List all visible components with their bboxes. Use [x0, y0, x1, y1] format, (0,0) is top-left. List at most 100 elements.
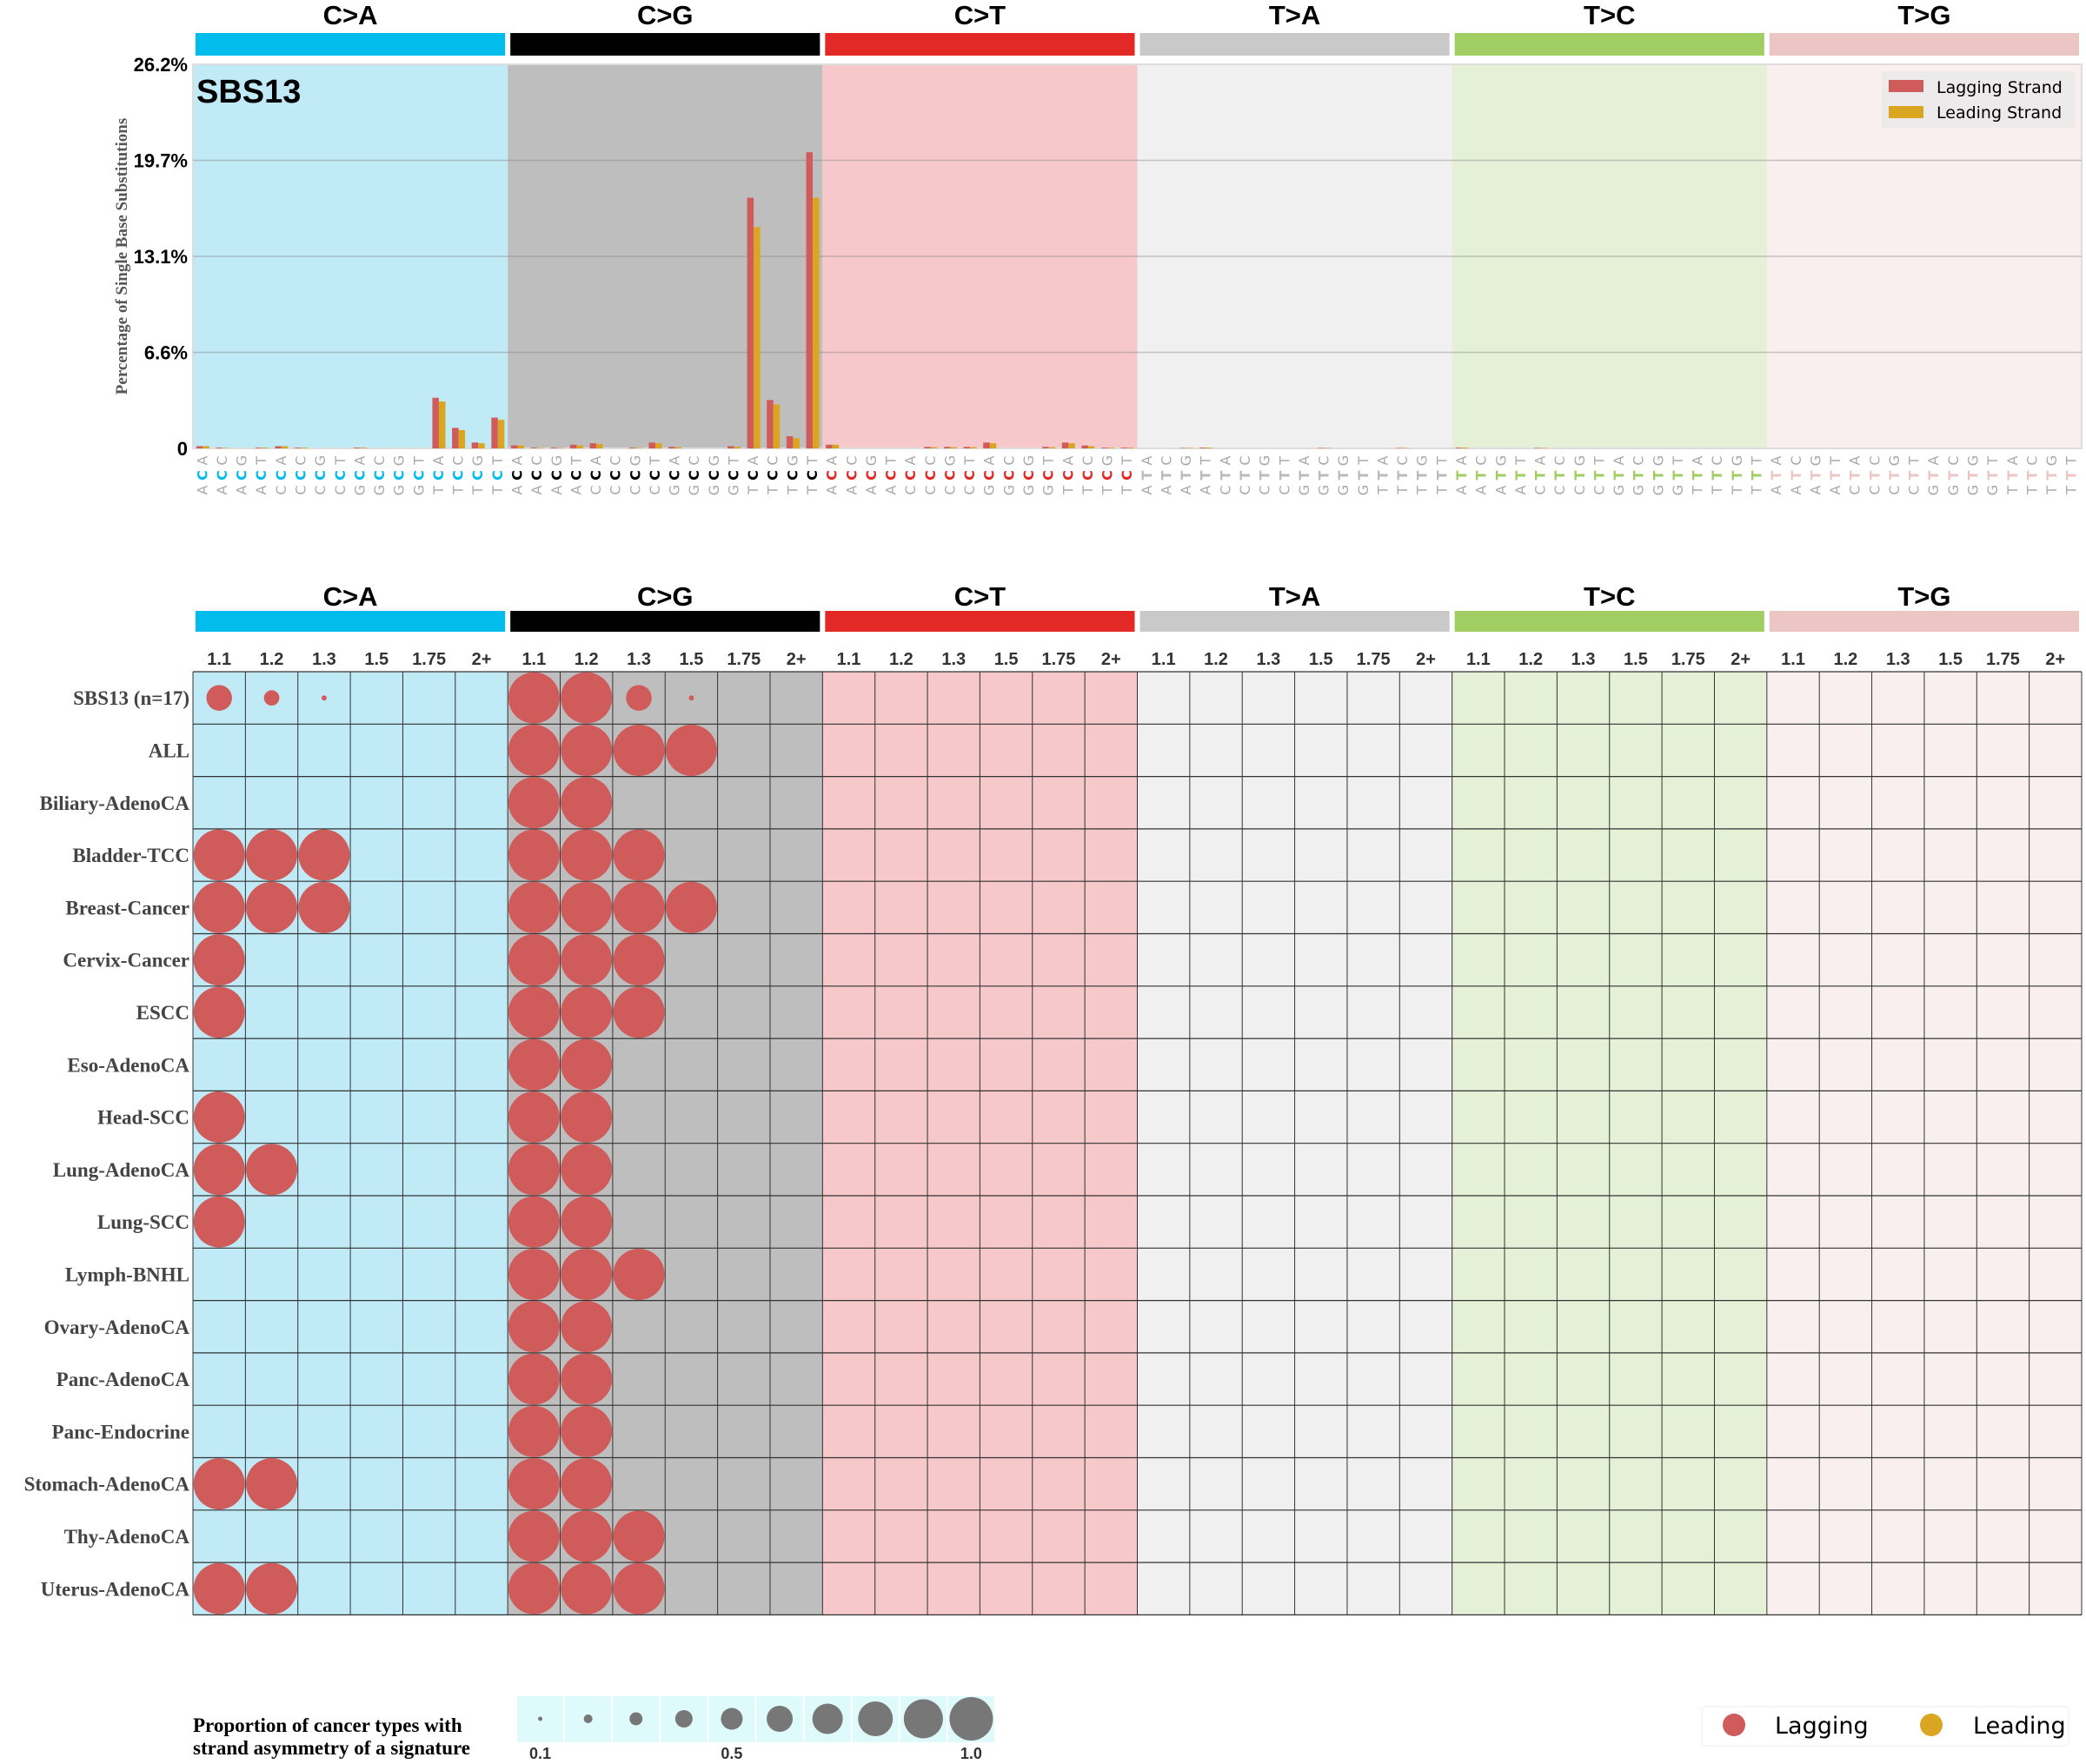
x-tick-letter: C [941, 485, 958, 494]
bar-leading [754, 227, 761, 448]
size-legend-circle [812, 1703, 843, 1734]
x-tick-letter: A [1139, 485, 1155, 494]
bubble-lagging [561, 1458, 613, 1510]
x-tick-letter: T [647, 456, 663, 466]
panel-bg-T>G [1766, 64, 2082, 448]
bubble-lagging [613, 1248, 665, 1300]
bar-leading [596, 443, 603, 448]
category-bar-T>A [1139, 33, 1450, 56]
x-tick-letter: C [667, 470, 683, 481]
legend-label-leading: Leading Strand [1937, 103, 2062, 123]
x-tick-letter: G [234, 455, 250, 466]
column-label: 1.2 [889, 650, 913, 669]
x-tick-letter: A [902, 455, 919, 465]
bar-leading [478, 443, 485, 448]
x-tick-letter: G [1984, 485, 2001, 495]
x-tick-letter: T [1690, 470, 1706, 480]
x-tick-letter: C [1000, 470, 1017, 481]
x-tick-letter: T [784, 486, 801, 495]
bubble-lagging [246, 881, 298, 933]
column-label: 1.75 [1041, 650, 1075, 669]
x-tick-letter: G [371, 485, 388, 495]
x-tick-letter: T [1099, 486, 1116, 495]
x-tick-letter: C [824, 470, 840, 481]
size-legend-label: 1.0 [960, 1745, 982, 1762]
x-tick-letter: T [1749, 486, 1765, 495]
x-tick-letter: G [1886, 455, 1903, 466]
x-tick-letter: C [922, 470, 939, 481]
bubble-lagging [508, 1038, 560, 1091]
x-tick-letter: T [1768, 470, 1784, 480]
bubble-lagging [508, 777, 560, 829]
x-tick-letter: T [1473, 470, 1490, 480]
x-tick-letter: T [1886, 470, 1903, 480]
x-tick-letter: C [489, 470, 506, 481]
bubble-lagging [193, 1144, 245, 1196]
x-tick-letter: C [430, 470, 447, 481]
bar-lagging [826, 444, 833, 448]
x-tick-letter: G [1099, 455, 1116, 466]
bubble-lagging [561, 1091, 613, 1144]
x-tick-letter: A [1690, 455, 1706, 465]
x-tick-letter: T [1729, 486, 1745, 495]
x-tick-letter: G [1335, 485, 1352, 495]
x-tick-letter: A [528, 485, 545, 494]
x-tick-letter: C [1158, 455, 1174, 465]
x-tick-letter: T [2023, 470, 2040, 480]
column-label: 1.75 [727, 650, 761, 669]
bar-lagging [983, 442, 990, 448]
bar-leading [793, 438, 800, 448]
x-tick-letter: C [292, 485, 309, 494]
bar-leading [576, 445, 583, 448]
column-label: 1.5 [1624, 650, 1648, 669]
x-tick-letter: C [450, 470, 467, 481]
x-tick-letter: G [667, 485, 683, 495]
x-tick-letter: G [312, 455, 329, 466]
x-tick-letter: C [528, 455, 545, 465]
column-label: 1.1 [837, 650, 861, 669]
x-tick-letter: C [1394, 455, 1411, 465]
row-label: ALL [149, 739, 189, 761]
x-tick-letter: A [1178, 485, 1194, 494]
bubble-lagging [561, 934, 613, 986]
x-tick-letter: C [1257, 485, 1273, 494]
panel-bg-T>A [1137, 64, 1452, 448]
x-tick-letter: C [765, 455, 781, 465]
bar-lagging [963, 447, 971, 448]
x-tick-letter: T [1178, 470, 1194, 480]
column-label: 1.3 [1571, 650, 1596, 669]
column-label: 1.3 [627, 650, 651, 669]
legend-marker-lagging [1723, 1714, 1745, 1736]
x-tick-letter: C [725, 470, 741, 481]
x-tick-letter: T [1433, 470, 1450, 480]
panel-bg-C>G [508, 64, 823, 448]
bar-lagging [510, 445, 518, 448]
x-tick-letter: A [1492, 485, 1509, 494]
x-tick-letter: G [1257, 455, 1273, 466]
size-legend-circle [949, 1697, 993, 1741]
row-label: Uterus-AdenoCA [41, 1578, 190, 1600]
x-tick-letter: T [1119, 456, 1135, 466]
x-tick-letter: T [1945, 470, 1962, 480]
category-label: C>A [323, 581, 378, 612]
category-label: C>G [637, 581, 694, 612]
y-tick-label: 19.7% [134, 150, 188, 172]
category-label: C>T [954, 581, 1006, 612]
category-bar-T>C [1454, 611, 1764, 632]
category-bar-T>A [1139, 611, 1450, 632]
x-tick-letter: G [1670, 485, 1686, 495]
x-tick-letter: T [1749, 470, 1765, 480]
x-tick-letter: T [961, 456, 978, 466]
x-tick-letter: T [1749, 456, 1765, 466]
x-tick-letter: C [1119, 470, 1135, 481]
legend-swatch-lagging [1889, 80, 1923, 92]
column-label: 1.75 [1357, 650, 1391, 669]
x-tick-letter: G [1965, 485, 1982, 495]
x-tick-letter: C [332, 485, 349, 494]
bar-lagging [924, 447, 931, 448]
x-tick-letter: A [1453, 485, 1470, 494]
bubble-lagging [321, 695, 327, 701]
row-label: Bladder-TCC [72, 845, 189, 866]
x-tick-letter: G [863, 455, 880, 466]
bubble-lagging [508, 1196, 560, 1248]
